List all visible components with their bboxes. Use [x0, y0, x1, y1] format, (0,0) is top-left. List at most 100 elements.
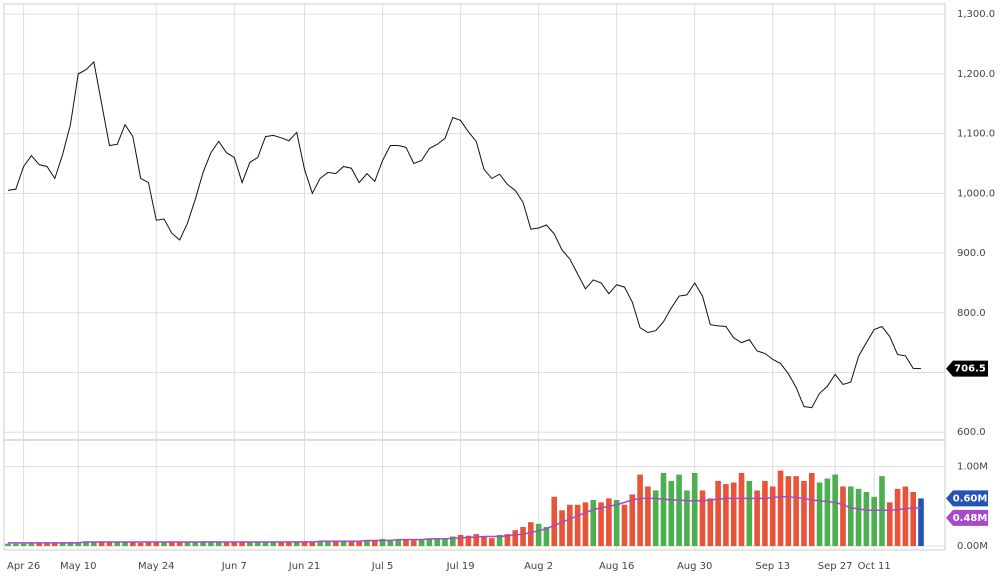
volume-bar [676, 474, 682, 547]
volume-bar [215, 541, 222, 547]
volume-bar [754, 490, 760, 547]
y-tick-label: 1,000.0 [957, 188, 995, 199]
price-last-label: 706.5 [954, 364, 986, 375]
volume-bar [20, 543, 27, 547]
x-tick-label: Jul 19 [446, 561, 475, 572]
volume-bar [489, 538, 495, 547]
volume-bar [239, 542, 245, 547]
volume-bar [231, 542, 238, 547]
x-tick-label: Jun 7 [221, 561, 247, 572]
volume-bar [613, 499, 620, 547]
volume-bar [270, 541, 277, 547]
volume-bar [512, 530, 519, 547]
volume-bar [293, 541, 300, 547]
volume-bar [910, 492, 916, 547]
volume-bar [496, 534, 503, 547]
volume-bar [723, 484, 729, 547]
y-tick-label: 800.0 [957, 308, 986, 319]
volume-bar [520, 526, 526, 547]
volume-bar [730, 482, 737, 547]
volume-bar [652, 490, 659, 547]
volume-bar [364, 540, 370, 547]
volume-bar [426, 538, 433, 547]
volume-bar [473, 534, 480, 547]
volume-bar [309, 541, 316, 547]
volume-bar [816, 482, 823, 547]
y-tick-label: 1,100.0 [957, 129, 995, 140]
y-tick-label: 1.00M [957, 462, 988, 473]
volume-bar [395, 539, 401, 547]
volume-bar [894, 488, 901, 547]
volume-bar [902, 486, 909, 547]
volume-bar [824, 478, 831, 547]
volume-bar [715, 480, 721, 547]
volume-bar [504, 534, 511, 547]
volume-bar [317, 541, 323, 547]
volume-bar [551, 496, 558, 547]
volume-bar [28, 542, 35, 547]
volume-bar [598, 502, 604, 547]
volume-bar [793, 476, 799, 547]
volume-bar [83, 541, 89, 547]
volume-bar [621, 504, 628, 547]
volume-bar [247, 542, 253, 547]
volume-bar [325, 541, 331, 547]
volume-bar [278, 542, 284, 547]
volume-bar [528, 522, 534, 547]
volume-bar [645, 486, 651, 547]
volume-bar [668, 480, 675, 547]
volume-bar [44, 542, 50, 547]
volume-bar [91, 542, 97, 547]
volume-bar [590, 499, 597, 547]
volume-bar [403, 539, 409, 547]
price-line [7, 60, 922, 409]
volume-bar [840, 486, 846, 547]
volume-bar [208, 541, 214, 547]
volume-last-label-bg [946, 490, 988, 507]
x-tick-label: May 24 [138, 561, 175, 572]
volume-bar [442, 538, 448, 547]
y-tick-label: 1,200.0 [957, 69, 995, 80]
volume-bar [847, 486, 854, 547]
volume-bar [332, 541, 339, 547]
volume-bar [301, 541, 308, 547]
volume-bar [863, 492, 870, 547]
volume-bar [145, 542, 152, 547]
volume-ma-line [8, 496, 921, 544]
volume-bar [543, 526, 550, 547]
x-tick-label: Apr 26 [7, 561, 40, 572]
volume-bar [481, 536, 487, 547]
volume-bar [52, 542, 58, 547]
volume-bar [738, 472, 745, 547]
volume-bar [356, 541, 362, 547]
y-tick-label: 600.0 [957, 427, 986, 438]
volume-bar [59, 542, 66, 547]
x-tick-label: Aug 30 [677, 561, 712, 572]
volume-bar [200, 541, 206, 547]
volume-bar [574, 504, 581, 547]
volume-bar [762, 480, 768, 547]
volume-bar [106, 542, 113, 547]
volume-bar [879, 476, 885, 547]
volume-bar [410, 540, 417, 547]
volume-bar [691, 472, 698, 547]
volume-bar [161, 542, 167, 547]
volume-bar [262, 542, 269, 547]
volume-bar [629, 494, 636, 547]
volume-bar [153, 542, 160, 547]
volume-bar [699, 490, 706, 547]
volume-bar [67, 542, 74, 547]
volume-bar [801, 480, 807, 547]
volume-last-label: 0.60M [953, 493, 988, 504]
x-tick-label: Aug 2 [524, 561, 553, 572]
volume-bar [169, 542, 175, 547]
volume-bar [176, 542, 183, 547]
price-last-label-bg [946, 360, 988, 377]
volume-bar [707, 498, 714, 547]
volume-bar [457, 534, 464, 547]
volume-bar [75, 542, 82, 547]
volume-bar [387, 539, 394, 547]
volume-bar [785, 476, 792, 547]
volume-bar [660, 472, 667, 547]
